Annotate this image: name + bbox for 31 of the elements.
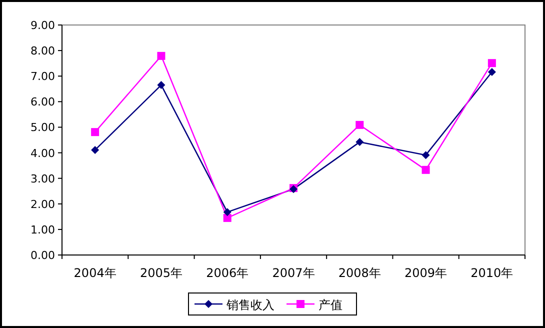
point xyxy=(223,214,232,222)
x-tick-label: 2007年 xyxy=(272,266,315,280)
x-tick-label: 2005年 xyxy=(140,266,182,280)
point xyxy=(157,52,166,60)
y-tick-label: 0.00 xyxy=(30,249,55,262)
y-tick-label: 7.00 xyxy=(30,70,55,84)
point xyxy=(422,166,430,174)
point xyxy=(91,146,100,154)
x-tick-label: 2004年 xyxy=(74,266,116,280)
point xyxy=(157,81,166,90)
y-tick-label: 8.00 xyxy=(30,44,55,58)
y-tick-label: 2.00 xyxy=(30,198,55,211)
x-tick-label: 2009年 xyxy=(404,266,448,280)
point xyxy=(356,138,364,146)
legend-label: 产值 xyxy=(318,298,342,312)
point xyxy=(488,59,496,68)
legend-label: 销售收入 xyxy=(226,298,274,312)
point xyxy=(91,128,100,136)
y-tick-label: 9.00 xyxy=(30,19,55,32)
x-tick-label: 2010年 xyxy=(470,266,514,280)
y-tick-label: 5.00 xyxy=(30,121,55,134)
point xyxy=(488,68,496,76)
x-tick-label: 2006年 xyxy=(206,266,249,280)
point xyxy=(223,208,232,216)
y-tick-label: 4.00 xyxy=(30,146,55,160)
y-tick-label: 3.00 xyxy=(30,172,55,186)
point xyxy=(356,120,364,129)
x-tick-label: 2008年 xyxy=(338,266,381,280)
y-tick-label: 1.00 xyxy=(30,223,55,236)
y-tick-label: 6.00 xyxy=(30,96,55,109)
point xyxy=(422,151,430,160)
